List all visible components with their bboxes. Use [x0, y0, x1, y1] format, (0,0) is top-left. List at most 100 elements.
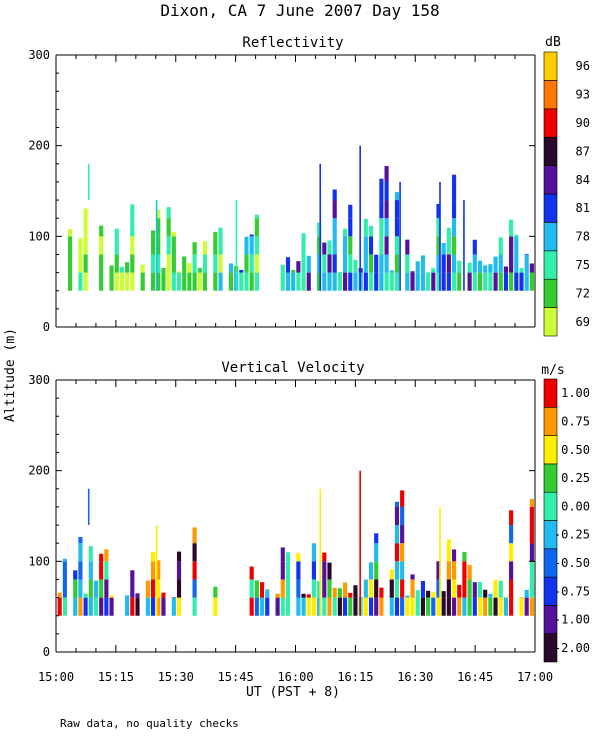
- echo-feature: [439, 181, 441, 291]
- echo-cell: [353, 259, 358, 273]
- echo-cell: [389, 579, 394, 598]
- echo-cell: [57, 592, 62, 598]
- echo-cell: [441, 272, 446, 291]
- echo-cell: [343, 582, 348, 598]
- echo-cell: [420, 255, 425, 273]
- echo-cell: [400, 525, 405, 544]
- echo-cell: [249, 272, 254, 291]
- echo-cell: [213, 254, 218, 273]
- echo-cell: [467, 579, 472, 598]
- velocity-unit: m/s: [541, 363, 564, 378]
- echo-cell: [446, 561, 451, 580]
- echo-cell: [62, 558, 67, 562]
- echo-cell: [151, 230, 156, 237]
- colorbar-swatch: [543, 307, 558, 337]
- echo-cell: [524, 272, 529, 291]
- echo-cell: [249, 236, 254, 255]
- footnote: Raw data, no quality checks: [60, 717, 239, 730]
- echo-cell: [130, 204, 135, 219]
- echo-feature: [359, 470, 361, 616]
- echo-cell: [431, 268, 436, 273]
- echo-cell: [493, 272, 498, 291]
- echo-cell: [394, 525, 400, 544]
- echo-cell: [446, 543, 451, 562]
- echo-cell: [488, 597, 493, 616]
- echo-cell: [301, 236, 306, 255]
- echo-cell: [280, 597, 285, 616]
- echo-cell: [192, 272, 197, 291]
- echo-cell: [218, 272, 223, 291]
- echo-cell: [83, 597, 88, 616]
- echo-feature: [359, 145, 361, 291]
- echo-cell: [130, 570, 135, 580]
- echo-cell: [374, 254, 379, 273]
- echo-cell: [78, 238, 83, 255]
- echo-cell: [104, 597, 109, 616]
- echo-cell: [410, 271, 415, 273]
- echo-cell: [431, 272, 436, 291]
- colorbar-swatch: [543, 80, 558, 110]
- echo-cell: [156, 597, 161, 616]
- echo-cell: [301, 233, 306, 237]
- echo-cell: [441, 254, 446, 273]
- y-tick-label: 100: [28, 229, 50, 243]
- echo-cell: [322, 561, 327, 580]
- echo-feature: [463, 200, 465, 291]
- echo-cell: [125, 272, 130, 291]
- echo-cell: [151, 561, 156, 580]
- echo-cell: [519, 267, 524, 273]
- echo-cell: [363, 236, 368, 255]
- colorbar-label: 93: [576, 88, 590, 102]
- echo-cell: [524, 597, 529, 616]
- echo-cell: [254, 254, 259, 273]
- echo-cell: [503, 272, 509, 291]
- echo-cell: [477, 582, 483, 598]
- echo-cell: [394, 501, 400, 507]
- echo-cell: [291, 272, 296, 291]
- echo-feature: [87, 488, 90, 526]
- echo-cell: [343, 254, 348, 273]
- echo-cell: [451, 549, 457, 562]
- echo-cell: [259, 597, 265, 616]
- echo-cell: [296, 553, 301, 562]
- echo-cell: [156, 561, 161, 580]
- reflectivity-heatmap: [67, 145, 534, 291]
- colorbar-swatch: [543, 491, 558, 521]
- echo-cell: [171, 597, 176, 616]
- echo-cell: [394, 543, 400, 562]
- echo-cell: [477, 597, 483, 616]
- echo-cell: [503, 597, 509, 598]
- echo-cell: [446, 227, 451, 237]
- x-tick-label: 16:45: [457, 670, 493, 684]
- echo-cell: [379, 181, 384, 201]
- echo-cell: [363, 597, 368, 616]
- echo-cell: [446, 236, 451, 255]
- echo-cell: [467, 272, 472, 291]
- echo-cell: [151, 254, 156, 273]
- echo-cell: [285, 597, 291, 616]
- echo-cell: [104, 561, 109, 580]
- echo-cell: [394, 218, 400, 237]
- echo-cell: [176, 597, 182, 616]
- echo-cell: [161, 597, 166, 616]
- echo-cell: [368, 225, 374, 237]
- echo-cell: [519, 597, 524, 616]
- x-tick-label: 16:00: [277, 670, 313, 684]
- colorbar-label: -0.50: [554, 556, 590, 570]
- x-tick-labels: 15:00 15:15 15:30 15:45 16:00 16:15 16:30 16:45…: [38, 670, 553, 684]
- echo-cell: [171, 272, 176, 291]
- echo-cell: [317, 272, 322, 291]
- colorbar-label: 78: [576, 230, 590, 244]
- echo-cell: [337, 272, 342, 291]
- echo-cell: [389, 569, 394, 580]
- x-tick-label: 16:15: [337, 670, 373, 684]
- echo-cell: [109, 595, 114, 598]
- echo-cell: [109, 597, 114, 616]
- echo-cell: [379, 272, 384, 291]
- echo-cell: [249, 234, 254, 237]
- echo-cell: [436, 272, 441, 291]
- echo-cell: [519, 272, 524, 291]
- y-tick-label: 100: [28, 554, 50, 568]
- echo-cell: [477, 260, 483, 273]
- velocity-panel: Vertical Velocity m/s 0 100 200 300 -2.00 -1…: [28, 360, 590, 663]
